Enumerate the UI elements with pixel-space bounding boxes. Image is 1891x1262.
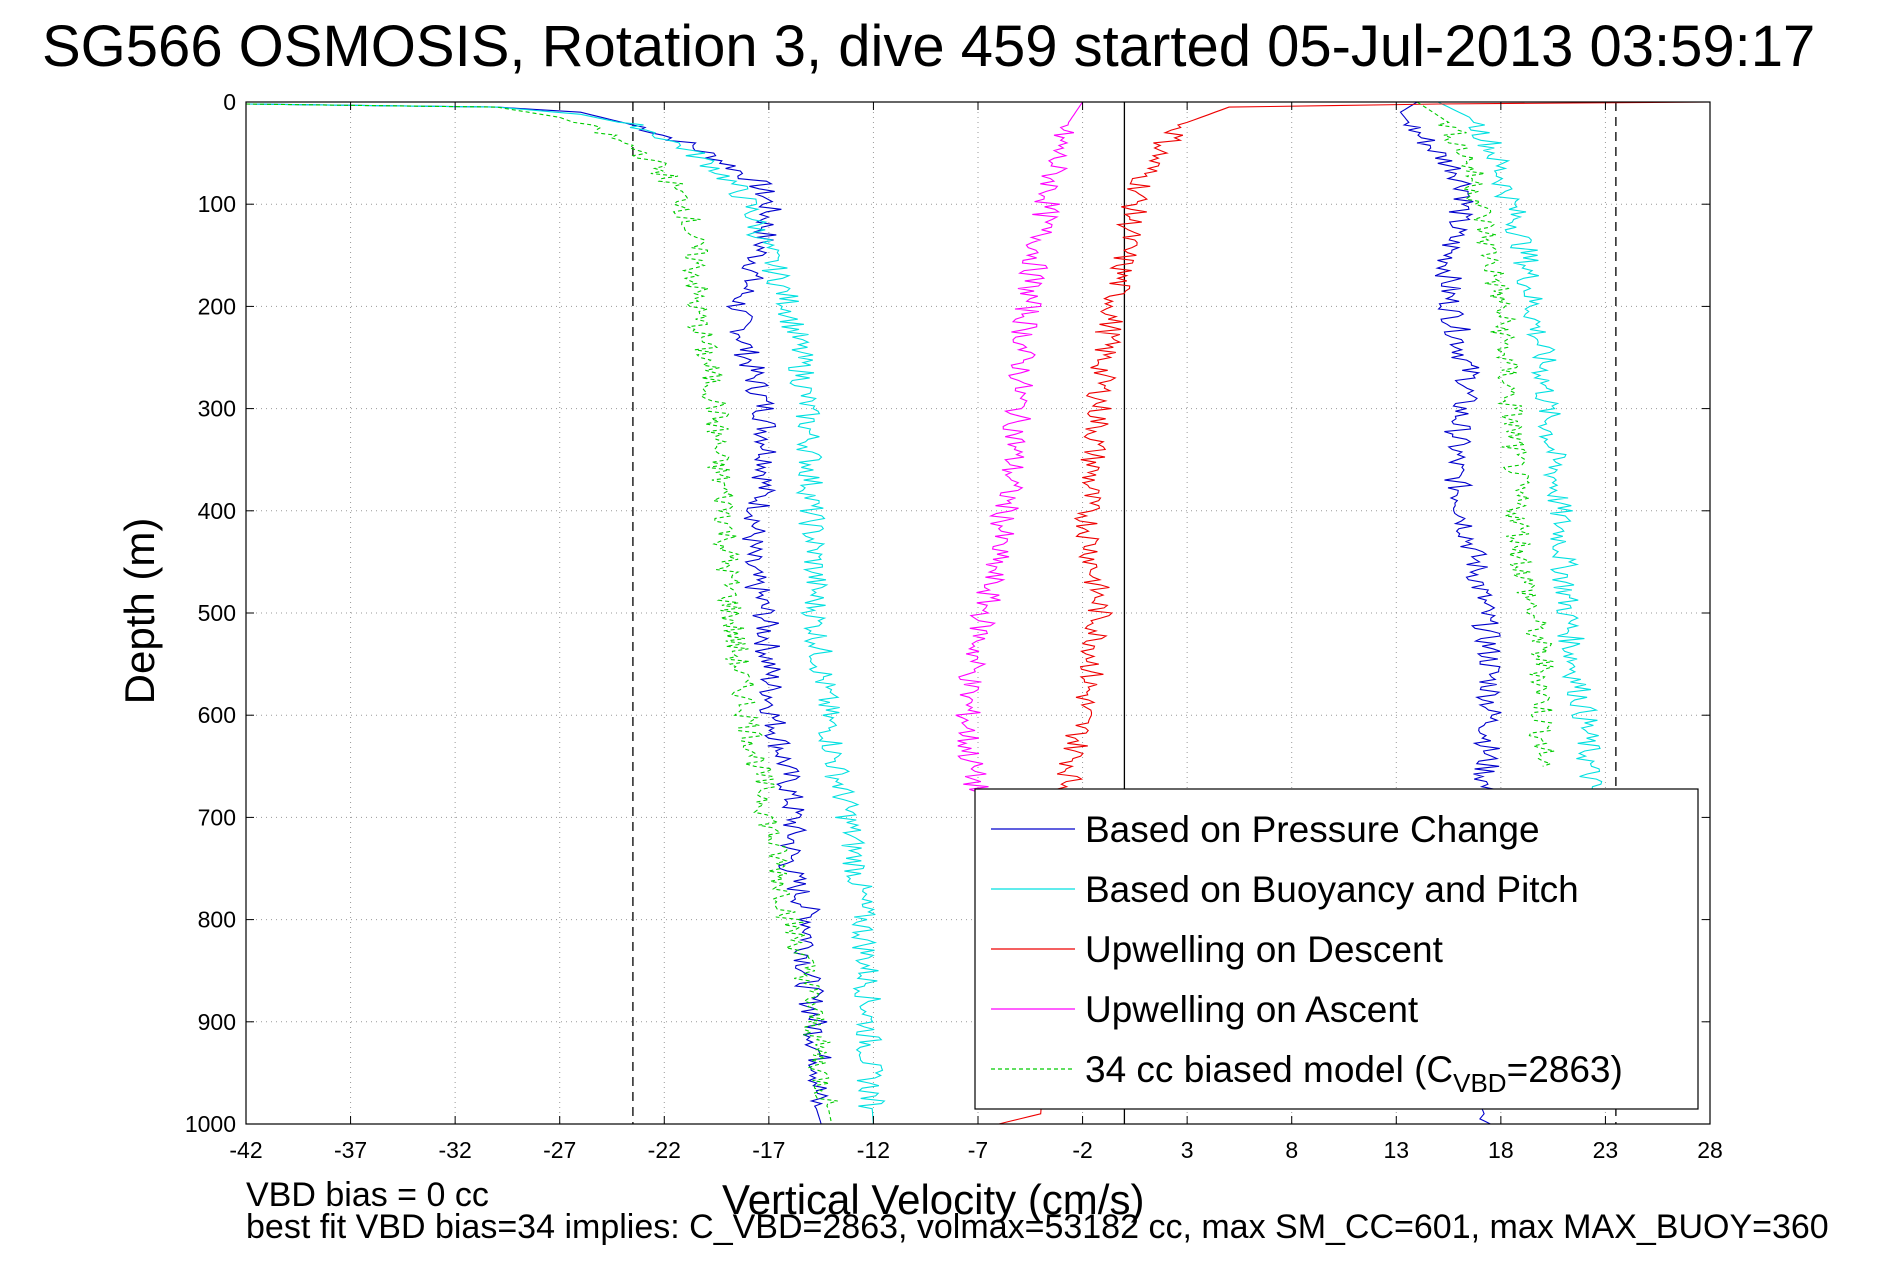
chart-title: SG566 OSMOSIS, Rotation 3, dive 459 star… xyxy=(42,14,1816,79)
x-tick-label: -7 xyxy=(968,1137,988,1163)
x-tick-label: 13 xyxy=(1383,1137,1409,1163)
x-tick-label: -17 xyxy=(752,1137,785,1163)
y-tick-label: 800 xyxy=(198,907,236,933)
legend-label: Based on Buoyancy and Pitch xyxy=(1085,869,1579,910)
series-line-0-branch-0 xyxy=(245,103,832,1125)
y-tick-label: 700 xyxy=(198,804,236,830)
y-axis-label: Depth (m) xyxy=(116,517,163,705)
vbd-bias-note: VBD bias = 0 cc xyxy=(246,1176,489,1214)
x-tick-label: -2 xyxy=(1072,1137,1092,1163)
y-tick-label: 600 xyxy=(198,702,236,728)
x-tick-label: -12 xyxy=(857,1137,890,1163)
x-tick-label: -22 xyxy=(648,1137,681,1163)
x-tick-label: 3 xyxy=(1181,1137,1194,1163)
legend-label: Upwelling on Ascent xyxy=(1085,989,1419,1030)
series-line-4-branch-1 xyxy=(1416,101,1555,767)
legend: Based on Pressure Change Based on Buoyanc… xyxy=(974,788,1699,1110)
x-tick-label: -42 xyxy=(229,1137,262,1163)
y-tick-label: 300 xyxy=(198,396,236,422)
x-tick-label: 18 xyxy=(1488,1137,1514,1163)
y-tick-label: 400 xyxy=(198,498,236,524)
series-line-3-branch-0 xyxy=(955,101,1084,798)
x-axis-label: Vertical Velocity (cm/s) xyxy=(722,1176,1145,1223)
legend-box xyxy=(974,788,1699,1110)
x-tick-label: 28 xyxy=(1697,1137,1723,1163)
y-tick-label: 200 xyxy=(198,293,236,319)
y-axis-ticks: 0 100 200 300 400 500 600 700 800 900 1000 xyxy=(185,89,1710,1137)
x-tick-label: -32 xyxy=(439,1137,472,1163)
series-line-4-branch-0 xyxy=(245,103,838,1125)
x-axis-ticks: -42 -37 -32 -27 -22 -17 -12 -7 -2 3 8 13 18 23 28 xyxy=(229,102,1723,1163)
y-tick-label: 100 xyxy=(198,191,236,217)
series-line-1-branch-0 xyxy=(245,103,886,1125)
y-tick-label: 0 xyxy=(223,89,236,115)
y-tick-label: 1000 xyxy=(185,1111,236,1137)
x-tick-label: -37 xyxy=(334,1137,367,1163)
best-fit-note: best fit VBD bias=34 implies: C_VBD=2863… xyxy=(246,1208,1829,1246)
legend-label: 34 cc biased model (CVBD=2863) xyxy=(1085,1049,1623,1098)
x-tick-label: 8 xyxy=(1285,1137,1298,1163)
x-tick-label: -27 xyxy=(543,1137,576,1163)
y-tick-label: 900 xyxy=(198,1009,236,1035)
series-line-1-branch-1 xyxy=(1437,101,1618,921)
legend-label: Upwelling on Descent xyxy=(1085,929,1444,970)
x-tick-label: 23 xyxy=(1593,1137,1619,1163)
y-tick-label: 500 xyxy=(198,600,236,626)
legend-label: Based on Pressure Change xyxy=(1085,809,1540,850)
